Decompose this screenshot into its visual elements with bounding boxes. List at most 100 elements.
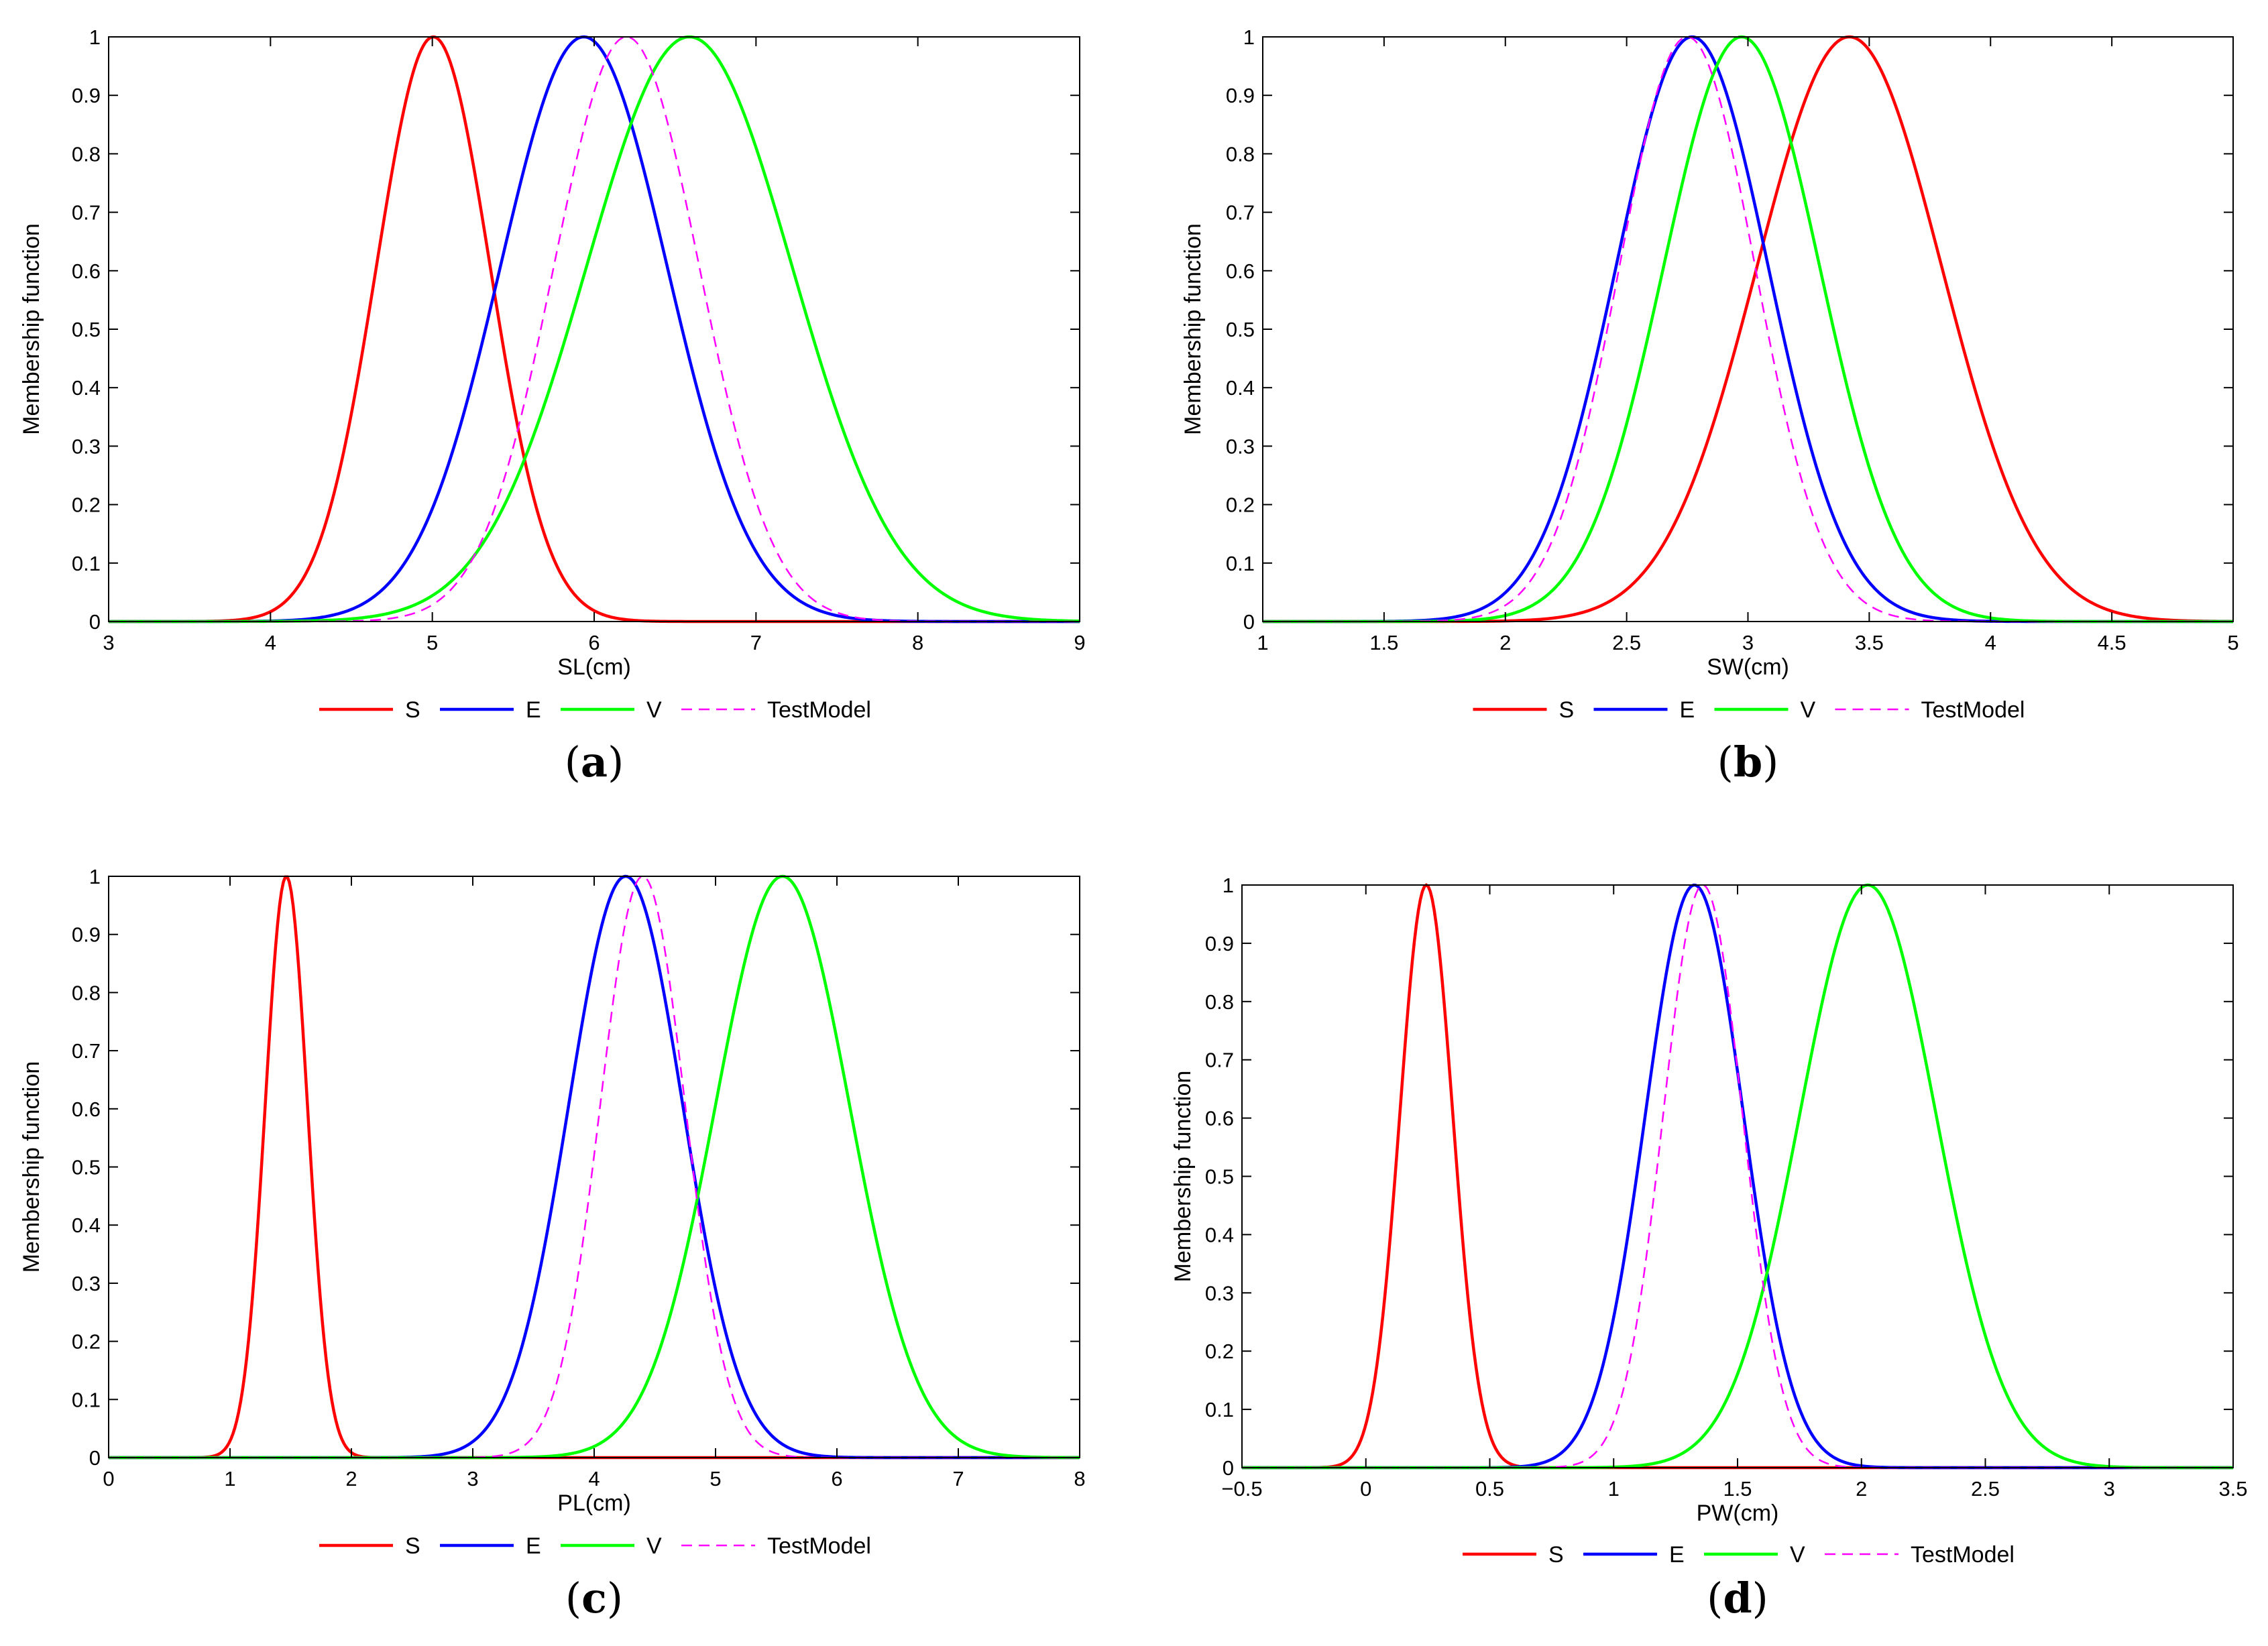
x-tick-label: 2 xyxy=(1499,631,1511,654)
panel-b: 1 1.5 2 2.5 3 3.5 4 4.5 5 0 0.1 0.2 0.3 0.4 0.5 0.6 0.7 0… xyxy=(1180,25,2239,786)
legend-label-s: S xyxy=(1559,697,1575,723)
x-tick-label: 4 xyxy=(1985,631,1996,654)
y-tick-label: 0.7 xyxy=(72,201,101,225)
x-tick-label: 2.5 xyxy=(1612,631,1641,654)
legend-label-testmodel: TestModel xyxy=(1921,697,2025,723)
legend-label-testmodel: TestModel xyxy=(767,697,871,723)
y-tick-label: 0.2 xyxy=(1205,1340,1234,1363)
y-tick-label: 0.7 xyxy=(1205,1049,1234,1072)
x-tick-label: 3 xyxy=(103,631,114,654)
x-tick-label: 1 xyxy=(224,1467,235,1490)
x-tick-label: 3.5 xyxy=(1855,631,1884,654)
y-tick-label: 0 xyxy=(1243,610,1255,634)
y-tick-label: 0.9 xyxy=(72,923,101,947)
y-tick-label: 0.9 xyxy=(1226,84,1255,107)
panel-caption-letter: d xyxy=(1723,1574,1752,1623)
y-tick-label: 0.7 xyxy=(72,1039,101,1063)
y-tick-label: 0.1 xyxy=(72,1388,101,1411)
y-tick-label: 0.8 xyxy=(72,142,101,166)
y-tick-label: 1 xyxy=(89,865,101,888)
y-tick-label: 0.4 xyxy=(1226,376,1255,400)
y-tick-label: 0.5 xyxy=(1205,1165,1234,1189)
y-tick-label: 0 xyxy=(1223,1456,1234,1480)
x-tick-label: 5 xyxy=(427,631,438,654)
legend-label-testmodel: TestModel xyxy=(767,1533,871,1559)
y-tick-label: 0.3 xyxy=(1226,434,1255,458)
x-tick-label: 0.5 xyxy=(1475,1477,1504,1501)
plot-area xyxy=(109,37,1080,622)
y-tick-label: 0 xyxy=(89,1446,101,1470)
legend-label-e: E xyxy=(526,1533,541,1559)
panel-d: −0.5 0 0.5 1 1.5 2 2.5 3 3.500.10.20.30.40.50.60… xyxy=(1170,874,2248,1623)
y-tick-label: 0.6 xyxy=(1205,1107,1234,1130)
y-tick-label: 0.1 xyxy=(1226,552,1255,575)
panel-caption: (d) xyxy=(1707,1574,1768,1623)
y-tick-label: 0.7 xyxy=(1226,201,1255,225)
x-axis-label: PL(cm) xyxy=(557,1490,631,1516)
y-tick-label: 0.6 xyxy=(1226,259,1255,283)
y-tick-label: 0.8 xyxy=(72,981,101,1004)
panel-c: 0 1 2 3 4 5 6 7 8 0 0.1 0.2 0.3 0.4 0.5 0.6 0.7 0.8 0.9 1 PL… xyxy=(19,865,1086,1623)
legend-label-s: S xyxy=(1548,1542,1564,1568)
y-tick-label: 0.8 xyxy=(1226,142,1255,166)
x-tick-label: 2 xyxy=(345,1467,357,1490)
y-tick-label: 0.4 xyxy=(1205,1223,1234,1246)
x-axis-label: SL(cm) xyxy=(557,654,631,680)
x-tick-label: 7 xyxy=(750,631,762,654)
x-axis-label: PW(cm) xyxy=(1697,1501,1779,1526)
y-tick-label: 1 xyxy=(89,25,101,49)
y-tick-label: 0.8 xyxy=(1205,990,1234,1014)
x-tick-label: 2 xyxy=(1856,1477,1867,1501)
y-tick-label: 0.4 xyxy=(72,1214,101,1237)
x-tick-label: 1.5 xyxy=(1723,1477,1752,1501)
legend-label-e: E xyxy=(1669,1542,1685,1568)
x-tick-label: 2.5 xyxy=(1971,1477,2000,1501)
x-tick-label: 4 xyxy=(265,631,276,654)
legend-label-e: E xyxy=(1680,697,1695,723)
y-tick-label: 0.3 xyxy=(72,1272,101,1295)
y-axis-label: Membership function xyxy=(19,223,44,435)
y-tick-label: 0.6 xyxy=(72,1098,101,1121)
legend: S E V TestModel xyxy=(1463,1542,2015,1568)
legend-label-v: V xyxy=(646,1533,662,1559)
panel-caption-letter: a xyxy=(581,738,608,786)
y-tick-label: 0.6 xyxy=(72,259,101,283)
x-tick-label: 0 xyxy=(103,1467,114,1490)
y-tick-label: 0.9 xyxy=(1205,932,1234,955)
legend-label-testmodel: TestModel xyxy=(1911,1542,2015,1568)
panel-caption: (b) xyxy=(1717,738,1779,786)
x-tick-label: 6 xyxy=(588,631,600,654)
x-tick-label: 1.5 xyxy=(1369,631,1398,654)
plot-area xyxy=(109,876,1080,1458)
x-tick-label: 6 xyxy=(831,1467,842,1490)
panel-caption-letter: b xyxy=(1734,738,1762,786)
y-tick-label: 0.3 xyxy=(72,434,101,458)
x-tick-label: −0.5 xyxy=(1221,1477,1262,1501)
x-tick-label: 4 xyxy=(588,1467,600,1490)
x-tick-label: 3 xyxy=(2104,1477,2115,1501)
x-tick-label: 5 xyxy=(2227,631,2238,654)
y-axis-label: Membership function xyxy=(1170,1071,1196,1283)
plot-area xyxy=(1242,885,2233,1468)
x-tick-label: 5 xyxy=(710,1467,721,1490)
y-tick-label: 0.1 xyxy=(72,552,101,575)
y-tick-label: 0.5 xyxy=(1226,318,1255,341)
legend-label-v: V xyxy=(1790,1542,1805,1568)
x-tick-label: 1 xyxy=(1257,631,1268,654)
y-tick-label: 0.2 xyxy=(72,493,101,517)
y-tick-label: 0.5 xyxy=(72,318,101,341)
y-tick-label: 0.3 xyxy=(1205,1281,1234,1305)
y-tick-label: 0.5 xyxy=(72,1156,101,1179)
y-tick-label: 0.2 xyxy=(72,1330,101,1354)
x-tick-label: 3 xyxy=(467,1467,478,1490)
legend-label-s: S xyxy=(405,697,420,723)
x-tick-label: 7 xyxy=(952,1467,964,1490)
y-axis-label: Membership function xyxy=(1180,223,1206,435)
y-tick-label: 0.1 xyxy=(1205,1398,1234,1421)
y-tick-label: 0.4 xyxy=(72,376,101,400)
y-tick-label: 0.2 xyxy=(1226,493,1255,517)
y-tick-label: 1 xyxy=(1223,874,1234,897)
legend: S E V TestModel xyxy=(1473,697,2025,723)
x-axis-label: SW(cm) xyxy=(1707,654,1789,680)
x-tick-label: 3.5 xyxy=(2218,1477,2247,1501)
